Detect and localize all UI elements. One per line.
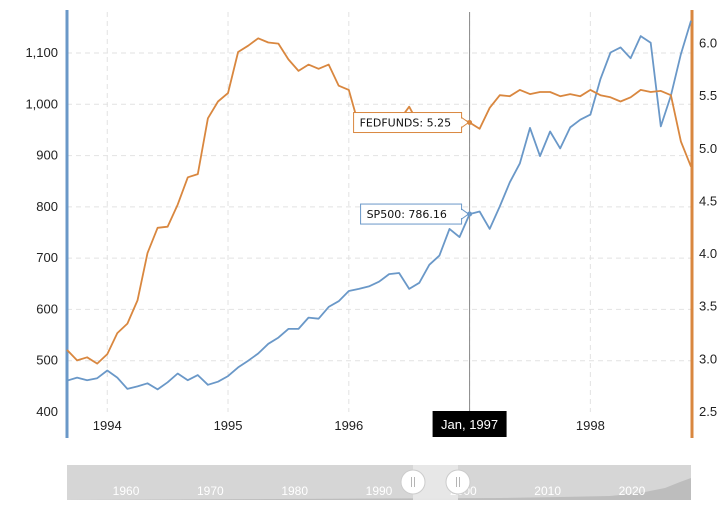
navigator-year-label: 2020 bbox=[619, 484, 646, 498]
x-tick-label: 1994 bbox=[93, 418, 122, 433]
range-navigator[interactable]: 1960197019801990200020102020 bbox=[67, 465, 691, 500]
y-right-tick-label: 5.0 bbox=[699, 141, 717, 156]
y-right-tick-label: 6.0 bbox=[699, 36, 717, 51]
y-right-tick-label: 3.0 bbox=[699, 351, 717, 366]
y-left-tick-label: 1,000 bbox=[25, 96, 58, 111]
navigator-handle-left[interactable] bbox=[400, 469, 426, 495]
y-left-tick-label: 700 bbox=[36, 250, 58, 265]
series-line-sp500 bbox=[66, 20, 692, 391]
navigator-year-label: 1960 bbox=[113, 484, 140, 498]
navigator-year-label: 1990 bbox=[366, 484, 393, 498]
y-left-tick-label: 900 bbox=[36, 148, 58, 163]
x-tick-label: 1995 bbox=[214, 418, 243, 433]
x-tick-label: 1998 bbox=[576, 418, 605, 433]
tooltip-point-sp500 bbox=[467, 211, 473, 217]
tooltip-text-fedfunds: FEDFUNDS: 5.25 bbox=[360, 117, 452, 130]
y-left-tick-label: 400 bbox=[36, 404, 58, 419]
y-left-tick-label: 600 bbox=[36, 301, 58, 316]
y-left-tick-label: 500 bbox=[36, 353, 58, 368]
crosshair-label-box bbox=[432, 411, 507, 437]
tooltips: FEDFUNDS: 5.25 SP500: 786.16 bbox=[353, 112, 473, 225]
navigator-year-label: 1970 bbox=[197, 484, 224, 498]
y-right-tick-label: 2.5 bbox=[699, 404, 717, 419]
crosshair-label: Jan, 1997 bbox=[441, 417, 498, 432]
navigator-track[interactable] bbox=[67, 465, 691, 500]
tooltip-text-sp500: SP500: 786.16 bbox=[367, 208, 447, 221]
y-right-tick-label: 4.5 bbox=[699, 193, 717, 208]
tooltip-point-fedfunds bbox=[467, 120, 473, 126]
y-right-tick-label: 5.5 bbox=[699, 88, 717, 103]
y-left-tick-label: 1,100 bbox=[25, 45, 58, 60]
navigator-mini-area bbox=[67, 478, 691, 500]
x-tick-label: 1996 bbox=[334, 418, 363, 433]
y-right-tick-label: 3.5 bbox=[699, 299, 717, 314]
navigator-year-label: 1980 bbox=[281, 484, 308, 498]
y-right-tick-label: 4.0 bbox=[699, 246, 717, 261]
navigator-year-label: 2010 bbox=[534, 484, 561, 498]
y-left-tick-label: 800 bbox=[36, 199, 58, 214]
axes: 400 500 600 700 800 900 1,000 1,100 2.5 3.0 3.5 4.0… bbox=[25, 10, 717, 438]
navigator-handle-right[interactable] bbox=[445, 469, 471, 495]
